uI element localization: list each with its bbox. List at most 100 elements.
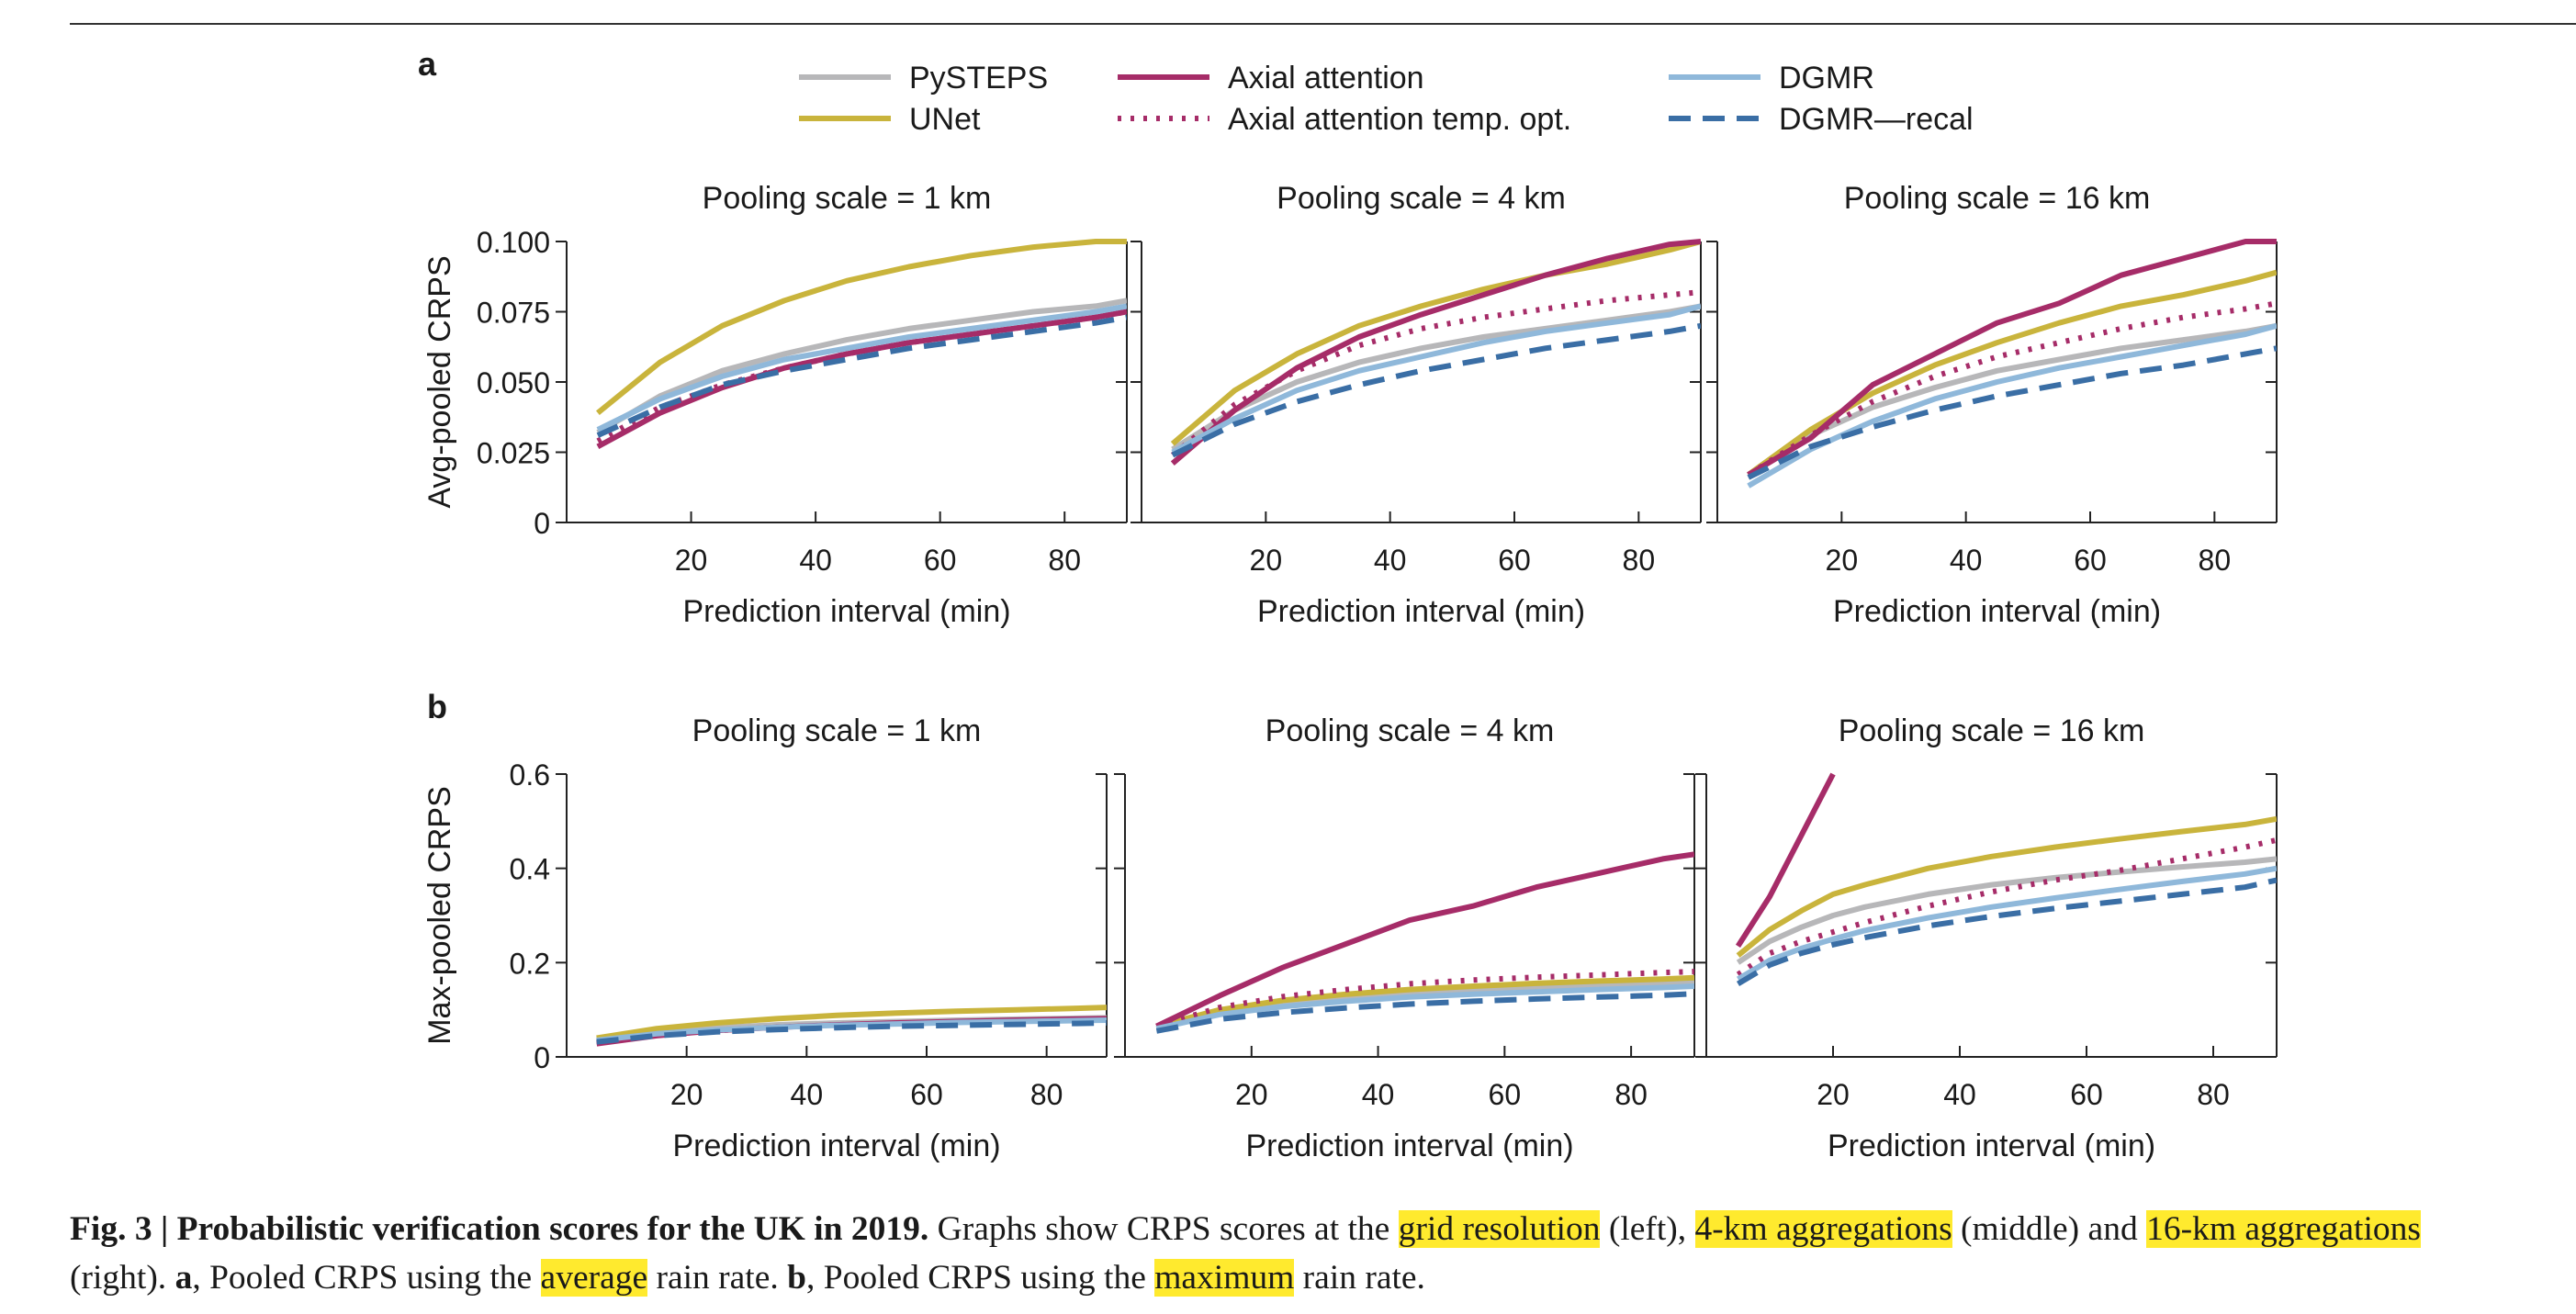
caption-text: (right). [70,1259,175,1297]
x-tick-label: 40 [799,544,832,577]
series-line-unet [1155,974,1694,1029]
series-line-unet [596,239,1127,416]
x-tick-label: 20 [670,1078,703,1111]
caption-label: Fig. 3 | Probabilistic verification scor… [70,1210,929,1248]
series-line-dgmr [1736,865,2277,982]
series-line-dgmr [1747,322,2277,489]
legend-label-pysteps: PySTEPS [909,61,1048,95]
series-line-axial-attention [1155,851,1694,1029]
caption-highlight: 4-km aggregations [1694,1210,1952,1248]
legend-label-axial-attention-temp-opt: Axial attention temp. opt. [1228,102,1571,137]
caption-highlight: maximum [1154,1259,1295,1297]
series-line-dgmr-recal [1155,991,1694,1034]
x-tick-label: 80 [2197,1078,2230,1111]
x-tick-label: 60 [1489,1078,1522,1111]
series-line-axial-attention [1747,239,2277,477]
caption-highlight: average [540,1259,648,1297]
caption-text: (left), [1600,1210,1695,1248]
caption-text: , Pooled CRPS using the [192,1259,541,1297]
caption-highlight: grid resolution [1398,1210,1601,1248]
series-line-dgmr-recal [1747,345,2277,480]
series-line-axial-attention-temp-opt [1170,289,1701,457]
series-line-axial-attention [596,309,1127,450]
x-tick-label: 60 [2070,1078,2103,1111]
x-tick-label: 40 [791,1078,824,1111]
series-line-dgmr-recal [596,1020,1107,1045]
y-tick-label: 0.2 [510,947,550,980]
series-line-dgmr [1155,983,1694,1032]
series-line-unet [1170,239,1701,446]
series-group [596,1005,1107,1047]
y-tick-label: 0.050 [477,366,550,399]
figure-canvas: a b PySTEPS UNet Axial attention Axial atte… [70,23,2576,1163]
x-tick-label: 80 [2199,544,2232,577]
x-tick-label: 20 [675,544,708,577]
y-tick-label: 0.100 [477,226,550,259]
charts: Pooling scale = 1 km 0 0.025 0.050 0.075 0.10… [422,181,2278,1163]
series-line-axial-attention-temp-opt [1736,837,2277,977]
series-line-axial-attention [1735,772,1836,949]
x-tick-label: 80 [1623,544,1656,577]
series-group [1155,851,1694,1034]
series-line-dgmr [596,1017,1107,1043]
x-tick-label: 60 [910,1078,943,1111]
caption-text: rain rate. [1294,1259,1425,1297]
x-tick-label: 20 [1250,544,1283,577]
series-line-unet [596,1005,1107,1041]
x-tick-label: 40 [1374,544,1407,577]
caption-text: (middle) and [1952,1210,2147,1248]
x-tick-label: 80 [1048,544,1081,577]
caption-panel-b: b [787,1259,806,1297]
y-tick-label: 0 [534,1041,550,1074]
series-group [1170,239,1701,466]
x-axis-label: Prediction interval (min) [1828,1129,2155,1163]
series-line-axial-attention-temp-opt [1747,300,2277,477]
y-axis-label: Max-pooled CRPS [422,786,457,1045]
legend-label-dgmr: DGMR [1779,61,1874,95]
legend-label-axial-attention: Axial attention [1228,61,1424,95]
series-group [596,239,1127,450]
x-tick-label: 60 [2074,544,2107,577]
chart-panel-a-1: Pooling scale = 1 km 0 0.025 0.050 0.075 0.10… [422,181,1128,629]
y-tick-label: 0.075 [477,297,550,330]
x-tick-label: 20 [1817,1078,1850,1111]
legend-label-dgmr-recal: DGMR—recal [1779,102,1974,137]
x-tick-label: 80 [1614,1078,1648,1111]
x-tick-label: 40 [1362,1078,1395,1111]
series-line-dgmr-recal [596,314,1127,438]
series-line-dgmr [1171,303,1701,455]
x-tick-label: 20 [1826,544,1859,577]
caption-text: rain rate. [647,1259,788,1297]
legend: PySTEPS UNet Axial attention Axial attentio… [799,61,1974,137]
x-axis-label: Prediction interval (min) [1833,594,2161,629]
panel-letter-a: a [418,45,437,83]
chart-title: Pooling scale = 1 km [692,713,982,748]
x-tick-label: 40 [1943,1078,1976,1111]
y-tick-label: 0.6 [510,758,550,792]
chart-panel-b-1: Pooling scale = 1 km 0 0.2 0.4 0.6 20 40 60 80 Pr… [422,713,1108,1163]
y-tick-label: 0 [534,507,550,540]
x-axis-label: Prediction interval (min) [682,594,1010,629]
x-axis-label: Prediction interval (min) [672,1129,1000,1163]
y-tick-label: 0.025 [477,437,550,470]
x-tick-label: 60 [924,544,957,577]
chart-title: Pooling scale = 16 km [1839,713,2145,748]
series-line-pysteps [596,298,1127,435]
series-line-pysteps [1747,322,2277,477]
series-line-dgmr-recal [1736,877,2277,986]
series-line-pysteps [1736,856,2277,965]
series-line-axial-attention-temp-opt [596,309,1127,444]
series-line-dgmr-recal [1171,322,1701,458]
series-group [1735,772,2277,986]
series-line-unet [1736,815,2277,958]
caption-text: Graphs show CRPS scores at the [928,1210,1399,1248]
series-line-axial-attention [1170,239,1701,466]
y-tick-label: 0.4 [510,853,550,886]
chart-title: Pooling scale = 4 km [1277,181,1566,216]
y-axis-label: Avg-pooled CRPS [422,255,457,508]
chart-title: Pooling scale = 1 km [703,181,992,216]
x-tick-label: 20 [1235,1078,1268,1111]
series-line-axial-attention-temp-opt [1155,969,1694,1029]
caption-panel-a: a [174,1259,193,1297]
legend-label-unet: UNet [909,102,981,137]
